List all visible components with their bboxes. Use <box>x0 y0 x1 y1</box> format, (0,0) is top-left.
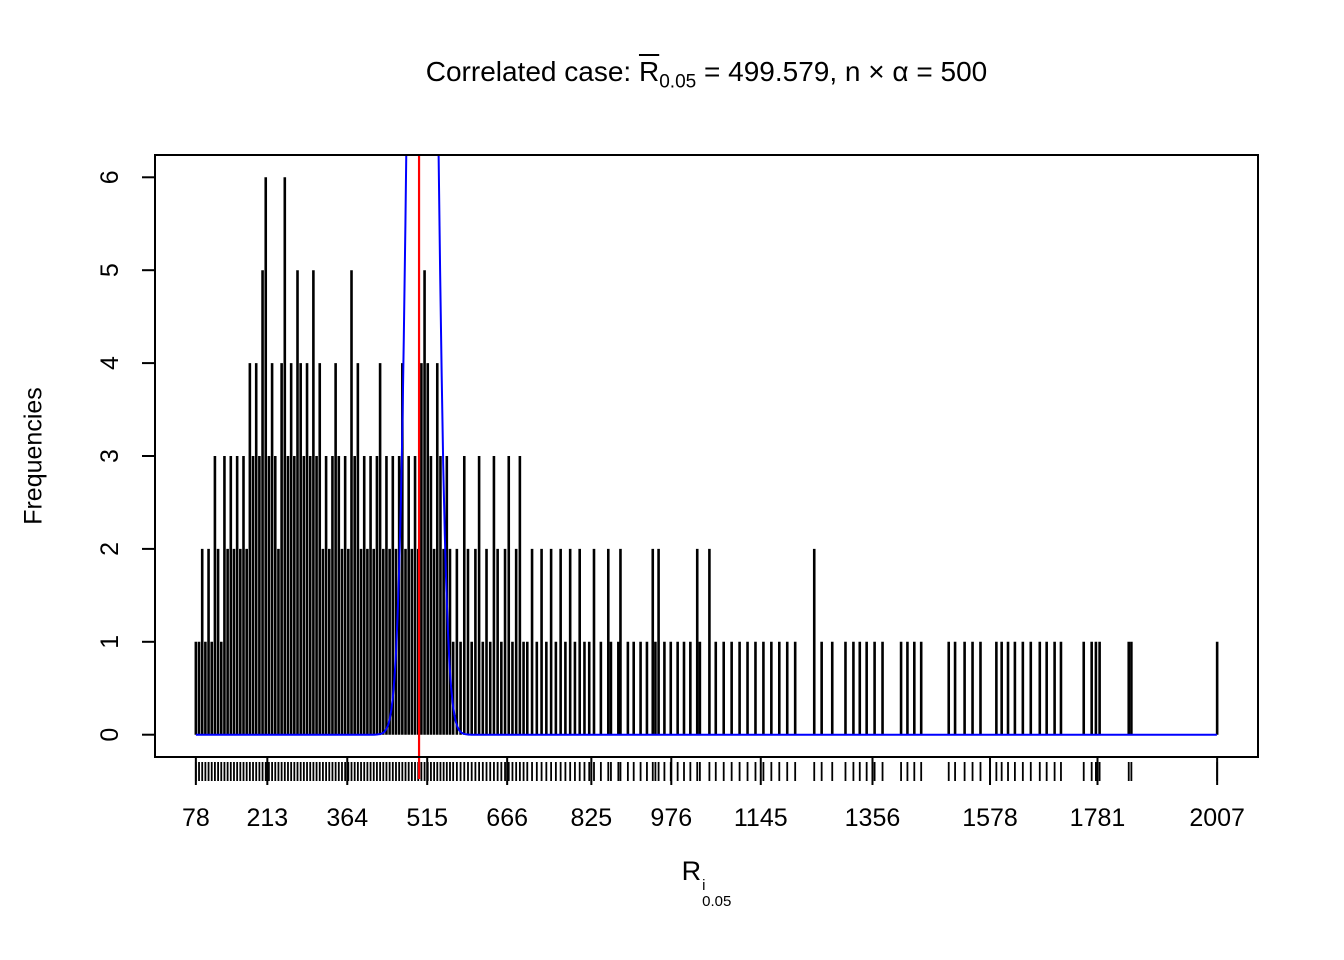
svg-text:6: 6 <box>96 170 124 184</box>
svg-text:213: 213 <box>246 804 288 832</box>
svg-text:364: 364 <box>326 804 368 832</box>
svg-text:1: 1 <box>96 635 124 649</box>
title-prefix: Correlated case: <box>425 56 639 87</box>
svg-text:4: 4 <box>96 356 124 370</box>
chart-title: Correlated case: R0.05 = 499.579, n × α … <box>155 56 1258 94</box>
x-label-subscript: 0.05 <box>702 892 732 910</box>
svg-text:0: 0 <box>96 728 124 742</box>
svg-text:666: 666 <box>486 804 528 832</box>
svg-text:1781: 1781 <box>1070 804 1126 832</box>
svg-text:2007: 2007 <box>1189 804 1245 832</box>
svg-text:825: 825 <box>570 804 612 832</box>
svg-text:5: 5 <box>96 263 124 277</box>
title-rest: = 499.579, n × α = 500 <box>696 56 988 87</box>
svg-text:515: 515 <box>406 804 448 832</box>
x-label-superscript: i <box>702 877 706 894</box>
x-label-base: R <box>681 856 702 886</box>
svg-text:78: 78 <box>182 804 210 832</box>
svg-text:1578: 1578 <box>962 804 1018 832</box>
title-rbar-subscript: 0.05 <box>659 71 697 93</box>
svg-text:3: 3 <box>96 449 124 463</box>
x-label-scripts: i 0.05 <box>702 878 731 910</box>
svg-text:1356: 1356 <box>845 804 901 832</box>
svg-text:976: 976 <box>650 804 692 832</box>
svg-text:2: 2 <box>96 542 124 556</box>
svg-text:1145: 1145 <box>734 804 788 832</box>
title-rbar: R <box>638 56 660 87</box>
